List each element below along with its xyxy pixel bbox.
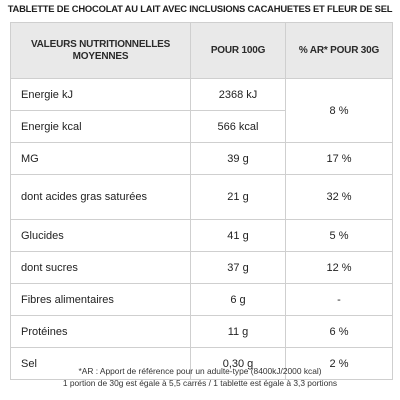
table-row: Sel 0,30 g 2 % bbox=[10, 347, 393, 380]
header-ar-per-30g: % AR* POUR 30G bbox=[285, 22, 393, 79]
row-label: Energie kJ bbox=[10, 78, 191, 111]
header-per-100g: POUR 100G bbox=[190, 22, 286, 79]
table-row: Glucides 41 g 5 % bbox=[10, 219, 393, 252]
table-row: dont sucres 37 g 12 % bbox=[10, 251, 393, 284]
table-row: Energie kcal 566 kcal bbox=[10, 110, 393, 143]
row-ar: 32 % bbox=[285, 174, 393, 220]
table-row: dont acides gras saturées 21 g 32 % bbox=[10, 174, 393, 220]
row-per100: 566 kcal bbox=[190, 110, 286, 143]
row-label: MG bbox=[10, 142, 191, 175]
header-nutritional-values: VALEURS NUTRITIONNELLES MOYENNES bbox=[10, 22, 191, 79]
row-per100: 0,30 g bbox=[190, 347, 286, 380]
row-ar: 6 % bbox=[285, 315, 393, 348]
footnote-line-2: 1 portion de 30g est égale à 5,5 carrés … bbox=[62, 378, 338, 388]
table-row: MG 39 g 17 % bbox=[10, 142, 393, 175]
row-ar-energy: 8 % bbox=[285, 78, 393, 143]
row-ar: 17 % bbox=[285, 142, 393, 175]
row-label: Protéines bbox=[10, 315, 191, 348]
row-per100: 37 g bbox=[190, 251, 286, 284]
table-row: Protéines 11 g 6 % bbox=[10, 315, 393, 348]
row-per100: 21 g bbox=[190, 174, 286, 220]
nutrition-table: VALEURS NUTRITIONNELLES MOYENNES POUR 10… bbox=[10, 22, 393, 380]
row-per100: 41 g bbox=[190, 219, 286, 252]
row-per100: 11 g bbox=[190, 315, 286, 348]
row-per100: 6 g bbox=[190, 283, 286, 316]
table-row: Fibres alimentaires 6 g - bbox=[10, 283, 393, 316]
footnote: *AR : Apport de référence pour un adulte… bbox=[0, 365, 400, 389]
row-label: Glucides bbox=[10, 219, 191, 252]
row-per100: 39 g bbox=[190, 142, 286, 175]
row-ar: - bbox=[285, 283, 393, 316]
table-row: Energie kJ 2368 kJ 8 % bbox=[10, 78, 393, 143]
row-label: Energie kcal bbox=[10, 110, 191, 143]
row-label: Fibres alimentaires bbox=[10, 283, 191, 316]
table-header-row: VALEURS NUTRITIONNELLES MOYENNES POUR 10… bbox=[10, 22, 393, 79]
row-label: dont acides gras saturées bbox=[10, 174, 191, 220]
row-ar: 5 % bbox=[285, 219, 393, 252]
row-ar: 2 % bbox=[285, 347, 393, 380]
footnote-line-1: *AR : Apport de référence pour un adulte… bbox=[78, 366, 322, 376]
row-ar: 12 % bbox=[285, 251, 393, 284]
row-label: dont sucres bbox=[10, 251, 191, 284]
row-per100: 2368 kJ bbox=[190, 78, 286, 111]
product-title: TABLETTE DE CHOCOLAT AU LAIT AVEC INCLUS… bbox=[7, 3, 393, 14]
